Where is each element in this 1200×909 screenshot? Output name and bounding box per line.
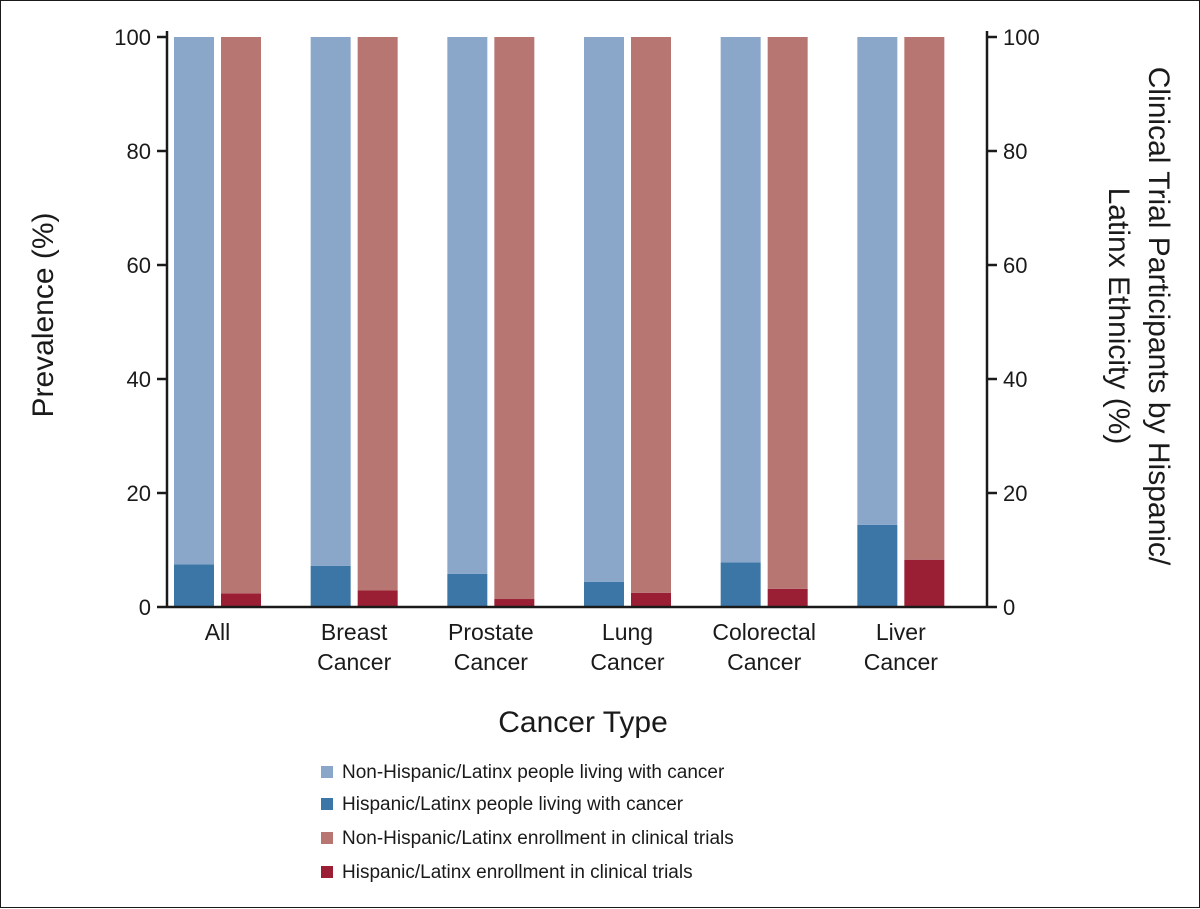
bar-segment-hispanic-enrollment — [767, 588, 808, 607]
bar-segment-non-hispanic-prevalence — [584, 37, 624, 582]
bar-segment-hispanic-prevalence — [584, 581, 624, 607]
y-axis-title-right-line2: Latinx Ethnicity (%) — [1102, 188, 1135, 445]
bar-segment-hispanic-enrollment — [904, 559, 945, 607]
bar-segment-hispanic-prevalence — [857, 524, 898, 607]
right-tick-label: 0 — [1003, 595, 1015, 620]
left-tick-label: 0 — [139, 595, 151, 620]
bar-segment-hispanic-prevalence — [447, 573, 488, 607]
bar-segment-non-hispanic-enrollment — [494, 37, 535, 600]
category-label: Breast — [321, 619, 388, 645]
category-label: Liver — [876, 619, 926, 645]
legend-swatch — [321, 798, 333, 810]
bar-segment-non-hispanic-enrollment — [357, 37, 398, 591]
left-tick-label: 100 — [114, 25, 151, 50]
category-labels-group: All Breast Cancer Prostate Cancer Lung Cancer C… — [205, 619, 939, 675]
bar-segment-non-hispanic-enrollment — [904, 37, 945, 560]
bar-segment-non-hispanic-prevalence — [174, 37, 214, 565]
x-axis-title: Cancer Type — [498, 706, 668, 739]
legend-label: Hispanic/Latinx people living with cance… — [342, 794, 684, 815]
category-label: Cancer — [317, 649, 391, 675]
bar-segment-non-hispanic-enrollment — [631, 37, 671, 593]
left-tick-label: 40 — [127, 367, 151, 392]
bars-group — [174, 37, 945, 607]
right-tick-label: 60 — [1003, 253, 1027, 278]
category-label: Cancer — [864, 649, 938, 675]
bar-segment-hispanic-enrollment — [221, 593, 261, 607]
category-label: Lung — [602, 619, 653, 645]
bar-segment-hispanic-prevalence — [174, 564, 214, 607]
legend-swatch — [321, 866, 333, 878]
bar-segment-hispanic-prevalence — [720, 562, 761, 607]
legend-swatch — [321, 832, 333, 844]
category-label: Colorectal — [712, 619, 816, 645]
right-tick-label: 80 — [1003, 139, 1027, 164]
legend-label: Hispanic/Latinx enrollment in clinical t… — [342, 862, 693, 883]
bar-segment-non-hispanic-enrollment — [767, 37, 808, 589]
y-axis-title-left: Prevalence (%) — [27, 212, 60, 417]
y-axis-title-right-line1: Clinical Trial Participants by Hispanic/ — [1142, 67, 1175, 566]
bar-segment-hispanic-enrollment — [631, 592, 671, 607]
right-tick-label: 40 — [1003, 367, 1027, 392]
legend: Non-Hispanic/Latinx people living with c… — [321, 762, 734, 883]
left-tick-label: 20 — [127, 481, 151, 506]
category-label: Cancer — [727, 649, 801, 675]
bar-segment-non-hispanic-prevalence — [857, 37, 898, 525]
right-tick-label: 20 — [1003, 481, 1027, 506]
category-label: Cancer — [454, 649, 528, 675]
bar-segment-hispanic-enrollment — [494, 599, 535, 607]
legend-label: Non-Hispanic/Latinx enrollment in clinic… — [342, 828, 734, 849]
right-tick-label: 100 — [1003, 25, 1040, 50]
ticks-group: 0 0 20 20 40 40 60 60 80 80 100 100 — [114, 25, 1039, 620]
bar-segment-hispanic-prevalence — [310, 565, 351, 607]
bar-segment-non-hispanic-prevalence — [447, 37, 488, 574]
category-label: All — [205, 619, 231, 645]
category-label: Cancer — [590, 649, 664, 675]
left-tick-label: 60 — [127, 253, 151, 278]
left-tick-label: 80 — [127, 139, 151, 164]
bar-segment-hispanic-enrollment — [357, 590, 398, 607]
legend-label: Non-Hispanic/Latinx people living with c… — [342, 762, 725, 783]
bar-segment-non-hispanic-enrollment — [221, 37, 261, 594]
category-label: Prostate — [448, 619, 534, 645]
axes-group — [165, 31, 989, 609]
bar-segment-non-hispanic-prevalence — [310, 37, 351, 566]
bar-segment-non-hispanic-prevalence — [720, 37, 761, 563]
legend-swatch — [321, 766, 333, 778]
